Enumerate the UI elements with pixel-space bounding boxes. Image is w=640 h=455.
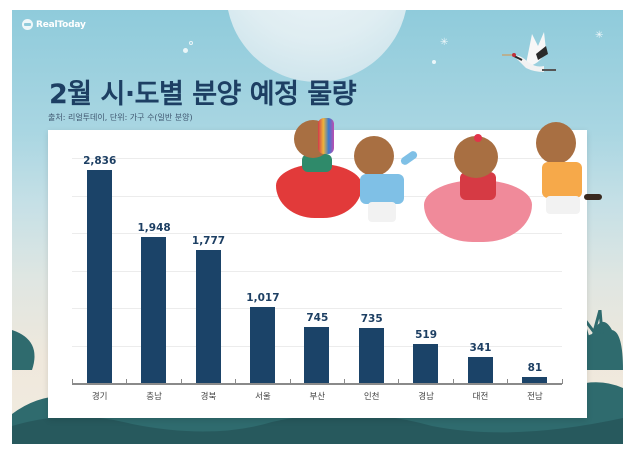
bar-value-label: 2,836 xyxy=(83,155,117,168)
category-label: 대전 xyxy=(472,392,489,402)
dancing-horses-illustration xyxy=(274,118,609,246)
bubble-decoration xyxy=(189,41,193,45)
bubble-decoration xyxy=(183,48,188,53)
snow-dot-decoration xyxy=(432,60,436,64)
category-label: 서울 xyxy=(255,392,271,402)
bar xyxy=(413,344,439,383)
horse-character xyxy=(274,118,364,228)
bar-value-label: 1,777 xyxy=(191,234,226,247)
bar xyxy=(521,376,547,383)
bar-value-label: 519 xyxy=(415,329,438,342)
bar xyxy=(249,306,275,383)
infographic-poster: RealToday ✳ ✳ 2월 시·도별 분양 예정 물량 출처: 리얼투데이… xyxy=(12,10,623,444)
axis-tick xyxy=(344,379,345,384)
page-title: 2월 시·도별 분양 예정 물량 xyxy=(49,79,357,110)
category-label: 경남 xyxy=(418,392,434,402)
bar xyxy=(195,249,221,383)
gridline xyxy=(72,308,562,309)
bar-value-label: 745 xyxy=(306,312,329,325)
axis-tick xyxy=(235,379,237,384)
gridline xyxy=(72,270,562,272)
gridline xyxy=(72,233,562,234)
axis-tick xyxy=(126,379,128,384)
axis-tick xyxy=(72,379,73,384)
category-label: 경기 xyxy=(91,392,108,402)
axis-tick xyxy=(561,379,563,384)
category-label: 인천 xyxy=(363,392,380,402)
bar xyxy=(358,327,384,383)
bar xyxy=(304,327,330,383)
axis-tick xyxy=(507,379,509,384)
realtoday-logo-icon xyxy=(22,19,33,30)
snowflake-icon: ✳ xyxy=(440,37,449,48)
crane-icon xyxy=(502,32,556,72)
bar xyxy=(467,357,493,383)
brand-logo: RealToday xyxy=(22,19,86,30)
bar-value-label: 1,017 xyxy=(246,291,280,304)
horse-character xyxy=(424,132,534,246)
horse-character xyxy=(530,120,610,230)
source-note: 출처: 리얼투데이, 단위: 가구 수(일반 분양) xyxy=(48,113,193,122)
category-label: 부산 xyxy=(309,392,326,402)
bar-value-label: 341 xyxy=(469,342,492,355)
hills-decoration xyxy=(12,382,623,444)
bar xyxy=(141,236,167,383)
category-label: 경북 xyxy=(200,392,217,402)
bar xyxy=(86,170,112,383)
brand-name: RealToday xyxy=(36,19,86,30)
bar-value-label: 81 xyxy=(527,361,543,374)
axis-tick xyxy=(180,379,182,384)
leaf-decoration xyxy=(12,330,35,370)
chart-card: 2,836 경기 1,948 충남 1,777 경북 1,017 서울 745 부산 735 인천 51… xyxy=(48,130,587,418)
axis-tick xyxy=(398,379,400,384)
bar-value-label: 735 xyxy=(360,312,383,325)
axis-tick xyxy=(452,379,454,384)
bar-value-label: 1,948 xyxy=(137,221,171,234)
horse-character xyxy=(348,132,428,242)
x-axis xyxy=(72,383,562,385)
category-label: 충남 xyxy=(146,392,162,402)
category-label: 전남 xyxy=(527,392,543,402)
axis-tick xyxy=(289,379,291,384)
snowflake-icon: ✳ xyxy=(595,30,604,41)
